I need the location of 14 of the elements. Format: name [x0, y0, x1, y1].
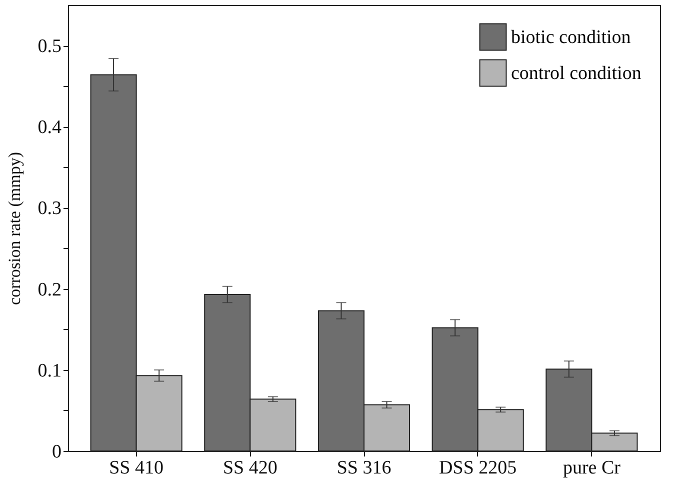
x-tick-label: DSS 2205 [439, 458, 517, 478]
y-tick-label: 0.2 [38, 279, 62, 300]
y-tick-label: 0.5 [38, 36, 62, 58]
x-tick-label: SS 410 [109, 458, 164, 478]
legend-label: biotic condition [511, 27, 632, 48]
y-tick-label: 0.4 [38, 117, 62, 138]
y-tick-label: 0 [52, 442, 62, 462]
x-tick-label: pure Cr [562, 458, 622, 478]
y-tick-label: 0.3 [38, 198, 62, 220]
legend-label: control condition [511, 63, 642, 84]
y-axis-title: corrosion rate (mmpy) [4, 152, 24, 305]
y-tick-label: 0.1 [38, 360, 62, 382]
x-tick-label: SS 420 [222, 458, 278, 478]
x-tick-label: SS 316 [336, 458, 392, 478]
